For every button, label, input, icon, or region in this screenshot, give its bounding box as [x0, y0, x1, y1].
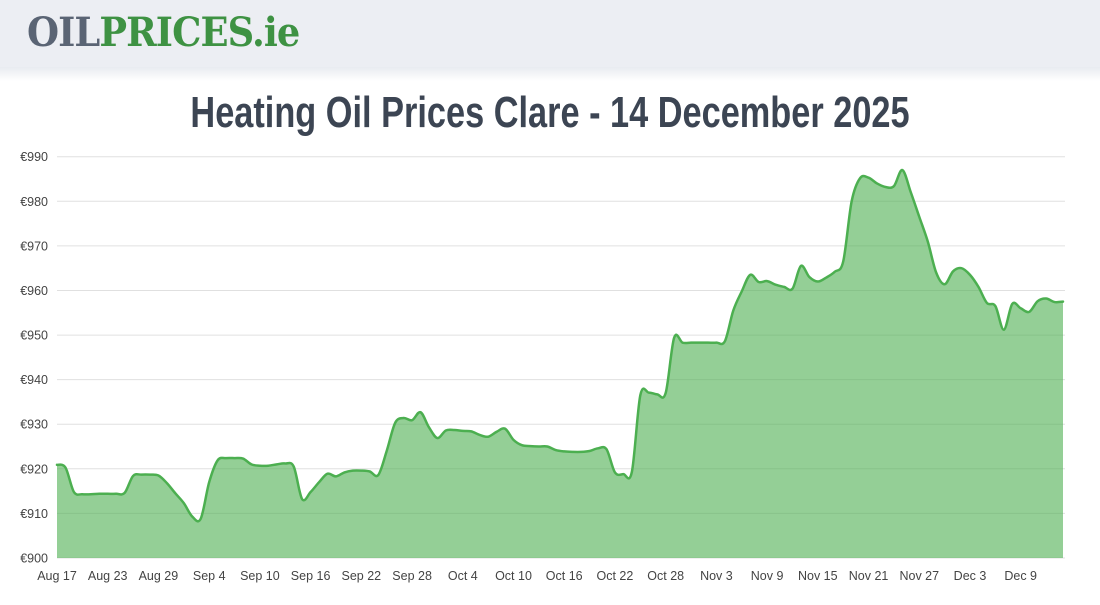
- x-axis-label: Nov 27: [899, 569, 939, 583]
- logo-text-prices: PRICES: [99, 9, 252, 56]
- x-axis-label: Nov 15: [798, 569, 838, 583]
- x-axis-label: Nov 9: [751, 569, 784, 583]
- x-axis-label: Sep 4: [193, 569, 226, 583]
- x-axis-label: Dec 3: [954, 569, 987, 583]
- site-logo[interactable]: OILPRICES.ie: [27, 9, 300, 56]
- y-axis-label: €950: [20, 329, 48, 343]
- x-axis-label: Oct 16: [546, 569, 583, 583]
- page-title: Heating Oil Prices Clare - 14 December 2…: [0, 88, 1100, 138]
- x-axis-label: Aug 23: [88, 569, 128, 583]
- x-axis-label: Sep 22: [341, 569, 381, 583]
- x-axis-label: Nov 21: [849, 569, 889, 583]
- x-axis-label: Sep 10: [240, 569, 280, 583]
- y-axis-label: €900: [20, 552, 48, 566]
- x-axis-label: Sep 16: [291, 569, 331, 583]
- x-axis-label: Oct 10: [495, 569, 532, 583]
- y-axis-label: €920: [20, 462, 48, 476]
- y-axis-label: €910: [20, 507, 48, 521]
- site-header: OILPRICES.ie: [0, 0, 1100, 81]
- x-axis-label: Sep 28: [392, 569, 432, 583]
- x-axis-label: Oct 22: [596, 569, 633, 583]
- y-axis-label: €930: [20, 418, 48, 432]
- x-axis-label: Aug 17: [37, 569, 77, 583]
- x-axis-label: Dec 9: [1004, 569, 1037, 583]
- x-axis-label: Nov 3: [700, 569, 733, 583]
- y-axis-label: €940: [20, 373, 48, 387]
- logo-text-oil: OIL: [27, 9, 100, 56]
- price-series-line[interactable]: [55, 168, 1065, 523]
- logo-text-domain: .ie: [251, 9, 300, 56]
- x-axis-label: Oct 4: [448, 569, 478, 583]
- x-axis-label: Aug 29: [139, 569, 179, 583]
- y-axis-label: €970: [20, 239, 48, 253]
- y-axis-label: €980: [20, 195, 48, 209]
- page-title-text: Heating Oil Prices Clare - 14 December 2…: [190, 88, 910, 137]
- price-series-area[interactable]: [57, 170, 1063, 558]
- y-axis-label: €990: [20, 150, 48, 164]
- y-axis-label: €960: [20, 284, 48, 298]
- x-axis-label: Oct 28: [647, 569, 684, 583]
